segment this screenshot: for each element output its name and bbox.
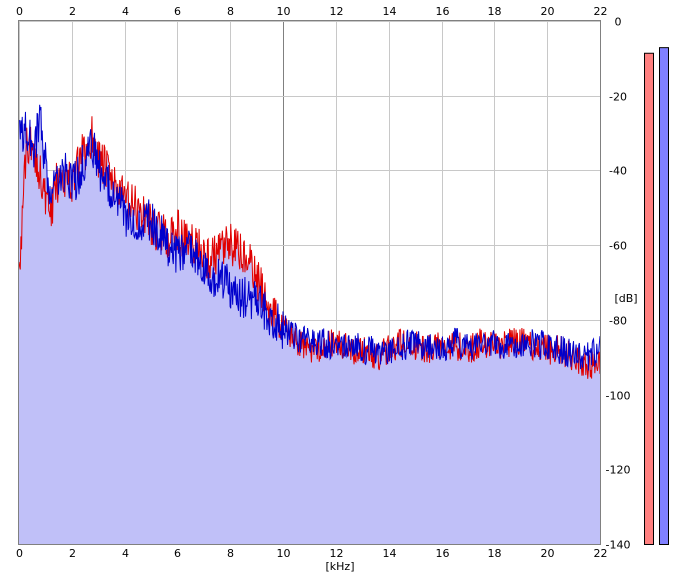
x-tick-label-top: 10 — [277, 5, 291, 18]
level-meter-right — [659, 47, 669, 546]
x-tick-label-bottom: 4 — [122, 547, 129, 560]
x-tick-label-bottom: 10 — [277, 547, 291, 560]
x-tick-label-bottom: 6 — [174, 547, 181, 560]
level-meters — [644, 47, 669, 546]
y-tick-label: -40 — [609, 165, 627, 178]
spectrum-fill — [19, 104, 600, 544]
y-tick-label: -80 — [609, 315, 627, 328]
x-tick-label-top: 12 — [330, 5, 344, 18]
x-tick-label-bottom: 20 — [541, 547, 555, 560]
x-tick-label-bottom: 12 — [330, 547, 344, 560]
x-axis-bottom: 0 2 4 6 8 10 12 14 16 18 20 22 — [16, 547, 608, 560]
x-tick-label-top: 6 — [174, 5, 181, 18]
x-tick-label-top: 4 — [122, 5, 129, 18]
y-tick-label: -140 — [606, 539, 631, 552]
x-tick-label-top: 20 — [541, 5, 555, 18]
y-tick-label: 0 — [615, 16, 622, 29]
plot-border — [18, 20, 601, 545]
y-tick-label: -100 — [606, 390, 631, 403]
x-tick-label-bottom: 14 — [383, 547, 397, 560]
x-tick-label-top: 0 — [16, 5, 23, 18]
level-meter-left — [644, 52, 654, 545]
x-tick-label-top: 18 — [488, 5, 502, 18]
x-axis-label: [kHz] — [326, 560, 355, 573]
x-tick-label-top: 8 — [227, 5, 234, 18]
x-axis-top: 0 2 4 6 8 10 12 14 16 18 20 22 — [16, 5, 608, 18]
y-axis-right: 0 -20 -40 -60 -80 -100 -120 -140 — [606, 16, 631, 552]
x-tick-label-bottom: 0 — [16, 547, 23, 560]
x-tick-label-bottom: 18 — [488, 547, 502, 560]
x-tick-label-bottom: 2 — [69, 547, 76, 560]
x-tick-label-bottom: 16 — [436, 547, 450, 560]
series-line-1 — [18, 104, 601, 371]
x-tick-label-top: 16 — [436, 5, 450, 18]
y-tick-label: -120 — [606, 464, 631, 477]
x-tick-label-top: 22 — [594, 5, 608, 18]
y-axis-label: [dB] — [614, 292, 637, 305]
y-tick-label: -20 — [609, 91, 627, 104]
x-tick-label-top: 14 — [383, 5, 397, 18]
x-tick-label-top: 2 — [69, 5, 76, 18]
x-tick-label-bottom: 22 — [594, 547, 608, 560]
series-lines — [18, 104, 601, 379]
x-tick-label-bottom: 8 — [227, 547, 234, 560]
y-tick-label: -60 — [609, 240, 627, 253]
